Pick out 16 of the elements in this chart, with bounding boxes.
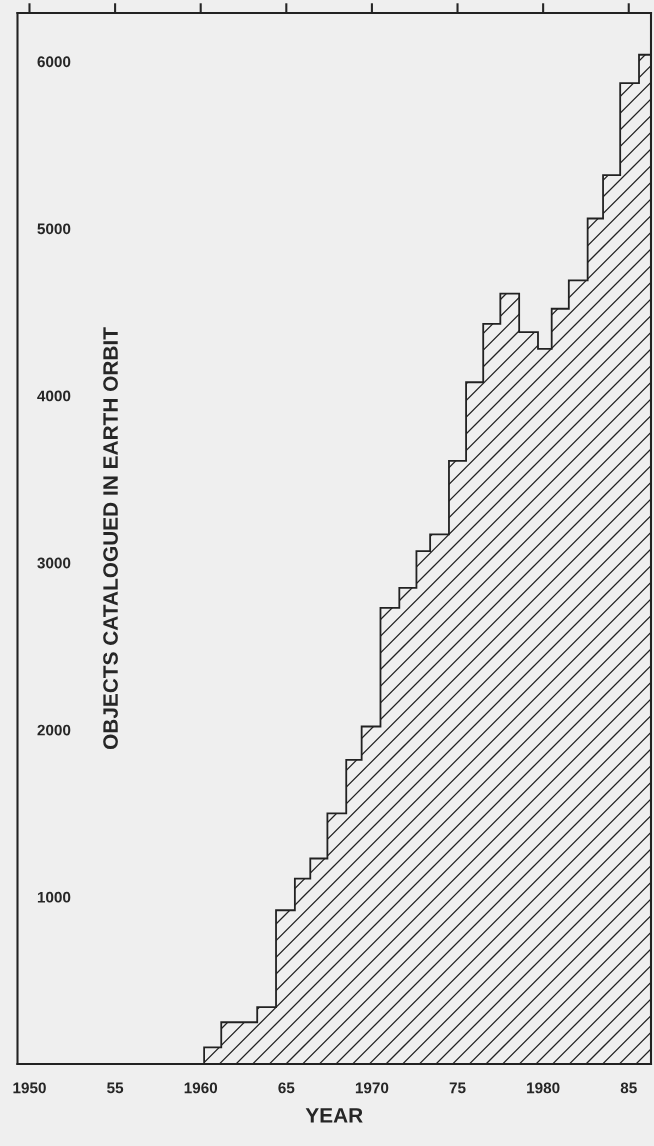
y-tick-label: 3000	[37, 557, 71, 569]
y-tick-label: 5000	[37, 223, 71, 235]
y-tick-label: 6000	[37, 56, 71, 68]
y-tick-label: 4000	[37, 390, 71, 402]
x-tick-label: 1980	[527, 1082, 560, 1094]
x-tick-label: 1970	[355, 1082, 389, 1094]
y-tick-label: 1000	[37, 891, 71, 903]
x-tick-label: 85	[620, 1082, 637, 1094]
y-axis-title: OBJECTS CATALOGUED IN EARTH ORBIT	[103, 327, 118, 750]
x-tick-label: 55	[107, 1082, 124, 1094]
x-tick-label: 1960	[184, 1082, 218, 1094]
x-tick-label: 65	[278, 1082, 295, 1094]
y-tick-label: 2000	[37, 724, 71, 736]
x-tick-label: 75	[449, 1082, 466, 1094]
x-axis-title: YEAR	[305, 1108, 363, 1123]
x-tick-label: 1950	[13, 1082, 46, 1094]
